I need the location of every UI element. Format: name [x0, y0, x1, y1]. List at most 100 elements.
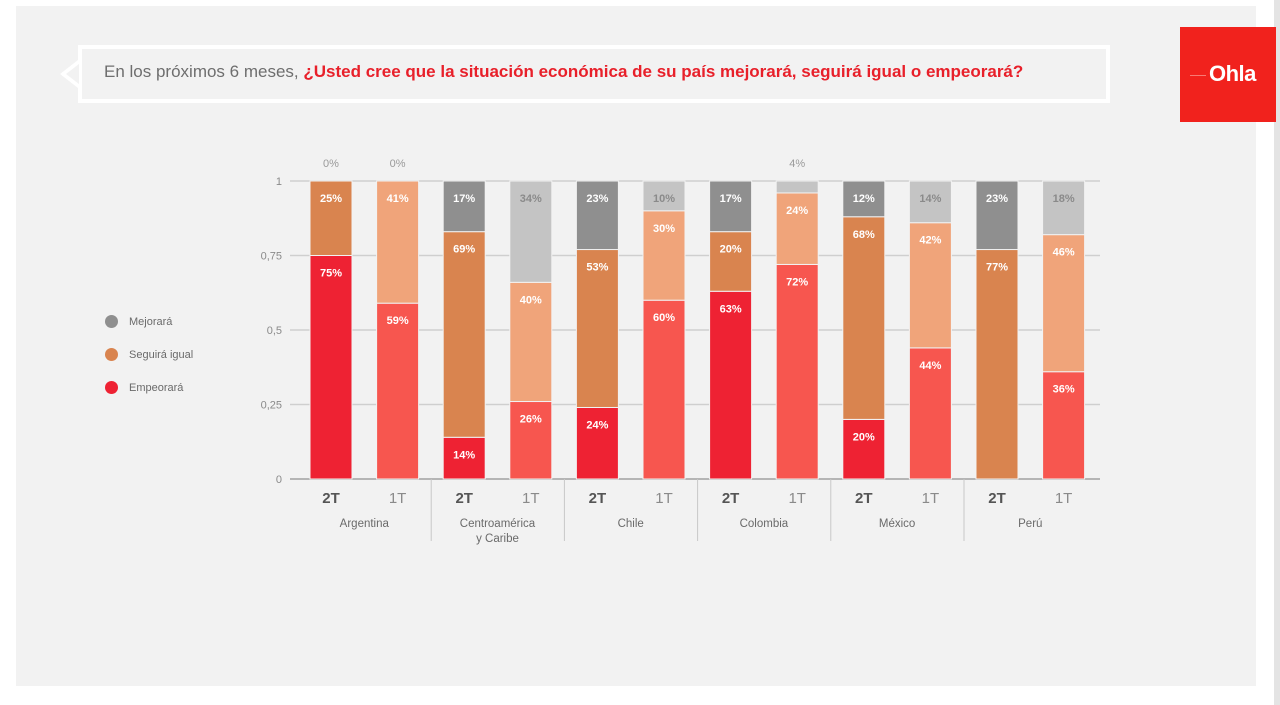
data-label: 68%: [853, 229, 875, 241]
question-highlight: ¿Usted cree que la situación económica d…: [303, 62, 1024, 81]
group-label: Perú: [1018, 518, 1042, 530]
bar-segment-seguira: [1042, 234, 1086, 373]
data-label: 23%: [986, 193, 1008, 205]
period-label: 1T: [1055, 490, 1073, 507]
group-label: Chile: [618, 518, 644, 530]
y-tick-label: 0,75: [261, 251, 282, 263]
bar-segment-seguira: [842, 216, 886, 420]
data-label: 42%: [919, 235, 941, 247]
legend-item-empeorara: Empeorará: [105, 371, 193, 404]
period-label: 2T: [855, 490, 873, 507]
data-label: 77%: [986, 262, 1008, 274]
y-tick-label: 1: [276, 176, 282, 188]
data-label: 30%: [653, 223, 675, 235]
data-label: 24%: [786, 205, 808, 217]
legend-item-seguira: Seguirá igual: [105, 338, 193, 371]
data-label: 20%: [720, 244, 742, 256]
data-label: 0%: [390, 158, 406, 170]
bar-segment-mejorara: [642, 180, 686, 212]
data-label: 14%: [919, 193, 941, 205]
data-label: 44%: [919, 360, 941, 372]
bar-segment-empeorara: [575, 406, 619, 480]
legend-swatch: [105, 315, 118, 328]
bar-segment-seguira: [509, 281, 553, 403]
legend-label: Empeorará: [129, 381, 184, 394]
bar-segment-seguira: [709, 231, 753, 292]
data-label: 17%: [720, 193, 742, 205]
bar-segment-mejorara: [842, 180, 886, 218]
data-label: 46%: [1053, 247, 1075, 259]
bar-segment-mejorara: [775, 180, 819, 194]
period-label: 2T: [322, 490, 340, 507]
data-label: 53%: [586, 262, 608, 274]
bar-segment-mejorara: [509, 180, 553, 283]
data-label: 34%: [520, 193, 542, 205]
group-label: Colombia: [740, 518, 789, 530]
question-text: En los próximos 6 meses, ¿Usted cree que…: [104, 62, 1023, 82]
ohla-logo: Ohla: [1180, 27, 1276, 122]
data-label: 69%: [453, 244, 475, 256]
period-label: 2T: [589, 490, 607, 507]
bar-segment-empeorara: [842, 418, 886, 480]
data-label: 12%: [853, 193, 875, 205]
group-label: México: [879, 518, 915, 530]
bar-segment-empeorara: [309, 255, 353, 480]
data-label: 40%: [520, 294, 542, 306]
bar-segment-seguira: [642, 210, 686, 301]
bar-segment-empeorara: [509, 401, 553, 480]
y-tick-label: 0: [276, 474, 282, 486]
bar-segment-seguira: [908, 222, 952, 349]
question-pointer-inner: [66, 64, 79, 84]
bar-segment-mejorara: [908, 180, 952, 224]
group-label: Argentina: [340, 518, 390, 530]
y-tick-label: 0,25: [261, 400, 282, 412]
data-label: 72%: [786, 276, 808, 288]
legend-item-mejorara: Mejorará: [105, 305, 193, 338]
period-label: 1T: [389, 490, 407, 507]
bar-segment-empeorara: [709, 290, 753, 480]
period-label: 1T: [522, 490, 540, 507]
bar-segment-empeorara: [775, 263, 819, 480]
bar-segment-empeorara: [908, 347, 952, 480]
logo-text: Ohla: [1209, 61, 1256, 86]
bar-segment-empeorara: [442, 436, 486, 480]
data-label: 26%: [520, 414, 542, 426]
bar-segment-seguira: [376, 180, 420, 304]
group-label: Centroamérica: [460, 518, 536, 530]
group-label: y Caribe: [476, 533, 519, 545]
bar-segment-seguira: [975, 249, 1019, 480]
data-label: 20%: [853, 431, 875, 443]
bar-segment-seguira: [775, 192, 819, 265]
period-label: 1T: [788, 490, 806, 507]
data-label: 60%: [653, 312, 675, 324]
bar-segment-empeorara: [1042, 371, 1086, 480]
question-box: [78, 45, 1110, 103]
data-label: 41%: [387, 193, 409, 205]
data-label: 36%: [1053, 384, 1075, 396]
data-label: 75%: [320, 268, 342, 280]
bar-segment-mejorara: [1042, 180, 1086, 236]
bar-segment-empeorara: [642, 299, 686, 480]
period-label: 1T: [922, 490, 940, 507]
data-label: 14%: [453, 449, 475, 461]
bar-segment-mejorara: [975, 180, 1019, 251]
period-label: 2T: [722, 490, 740, 507]
bar-segment-seguira: [575, 249, 619, 408]
bar-segment-mejorara: [442, 180, 486, 233]
legend-swatch: [105, 381, 118, 394]
legend-swatch: [105, 348, 118, 361]
window-edge: [1274, 0, 1280, 705]
data-label: 4%: [789, 158, 805, 170]
data-label: 17%: [453, 193, 475, 205]
period-label: 1T: [655, 490, 673, 507]
bar-segment-empeorara: [376, 302, 420, 480]
legend-label: Mejorará: [129, 315, 173, 328]
data-label: 59%: [387, 315, 409, 327]
period-label: 2T: [455, 490, 473, 507]
data-label: 10%: [653, 193, 675, 205]
data-label: 63%: [720, 303, 742, 315]
data-label: 0%: [323, 158, 339, 170]
data-label: 23%: [586, 193, 608, 205]
period-label: 2T: [988, 490, 1006, 507]
bar-segment-seguira: [309, 180, 353, 256]
